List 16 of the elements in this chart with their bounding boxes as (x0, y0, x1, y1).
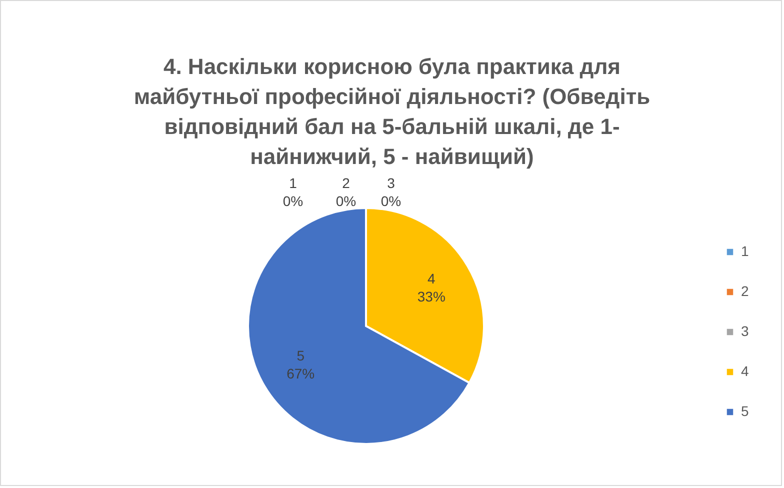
slice-label: 4 (428, 270, 436, 286)
chart-title: 4. Наскільки корисною була практика для майбутньої професійної діяльності? (Обведіть відповідний бал на 5-бальній шкалі, де 1- найнижчий, 5 - найвищий) (134, 54, 650, 169)
category-label: 1 (289, 175, 297, 191)
slice-label: 5 (296, 348, 305, 364)
legend-label: 2 (741, 283, 749, 299)
text: 0% (380, 193, 402, 209)
legend-label: 5 (741, 403, 749, 419)
data-label: 33% (417, 288, 446, 304)
category-label: 3 (387, 175, 395, 191)
text: 0% (336, 193, 356, 209)
legend-label: 4 (741, 363, 749, 379)
category-label: 2 (342, 175, 350, 191)
legend-label: 1 (741, 243, 749, 259)
data-label: 67% (286, 366, 315, 382)
legend-label: 3 (741, 323, 749, 339)
text: 0% (282, 193, 304, 209)
